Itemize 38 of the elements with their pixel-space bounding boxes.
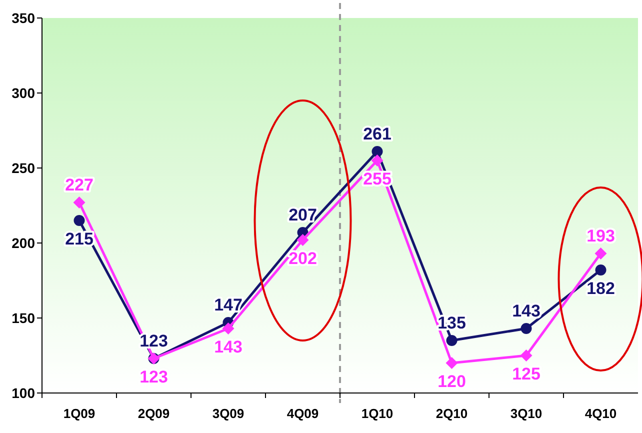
data-label: 143 [512,302,540,320]
x-tick-label: 3Q09 [212,406,244,421]
data-label: 182 [586,279,615,298]
x-tick-label: 2Q09 [138,406,170,421]
data-label: 261 [363,124,392,144]
x-tick-label: 2Q10 [436,406,468,421]
y-tick-label: 150 [12,310,36,326]
point [595,264,606,276]
data-label: 227 [65,176,94,194]
point [371,154,384,166]
point [446,335,458,346]
point [520,323,532,334]
data-label: 143 [214,338,242,356]
point [74,215,85,226]
data-label: 202 [288,249,317,268]
data-label: 125 [512,364,540,384]
data-label: 120 [438,372,466,391]
x-tick-label: 1Q10 [361,406,394,421]
x-tick-label: 4Q10 [584,406,617,421]
point [222,322,234,334]
point [594,248,607,260]
y-tick-label: 200 [12,235,36,251]
y-tick-label: 250 [12,160,36,176]
point [446,357,458,369]
point [372,146,383,157]
data-label: 207 [288,206,317,224]
point [520,350,532,362]
data-label: 147 [214,296,242,314]
data-label: 123 [140,368,168,386]
x-tick-label: 3Q10 [510,406,542,421]
point [73,196,86,208]
point [296,234,309,246]
x-tick-label: 4Q09 [286,406,319,421]
y-tick-label: 300 [12,85,36,101]
y-tick-label: 100 [12,385,36,401]
data-label: 193 [586,226,615,246]
y-tick-label: 350 [12,10,36,26]
x-tick-label: 1Q09 [63,406,96,421]
